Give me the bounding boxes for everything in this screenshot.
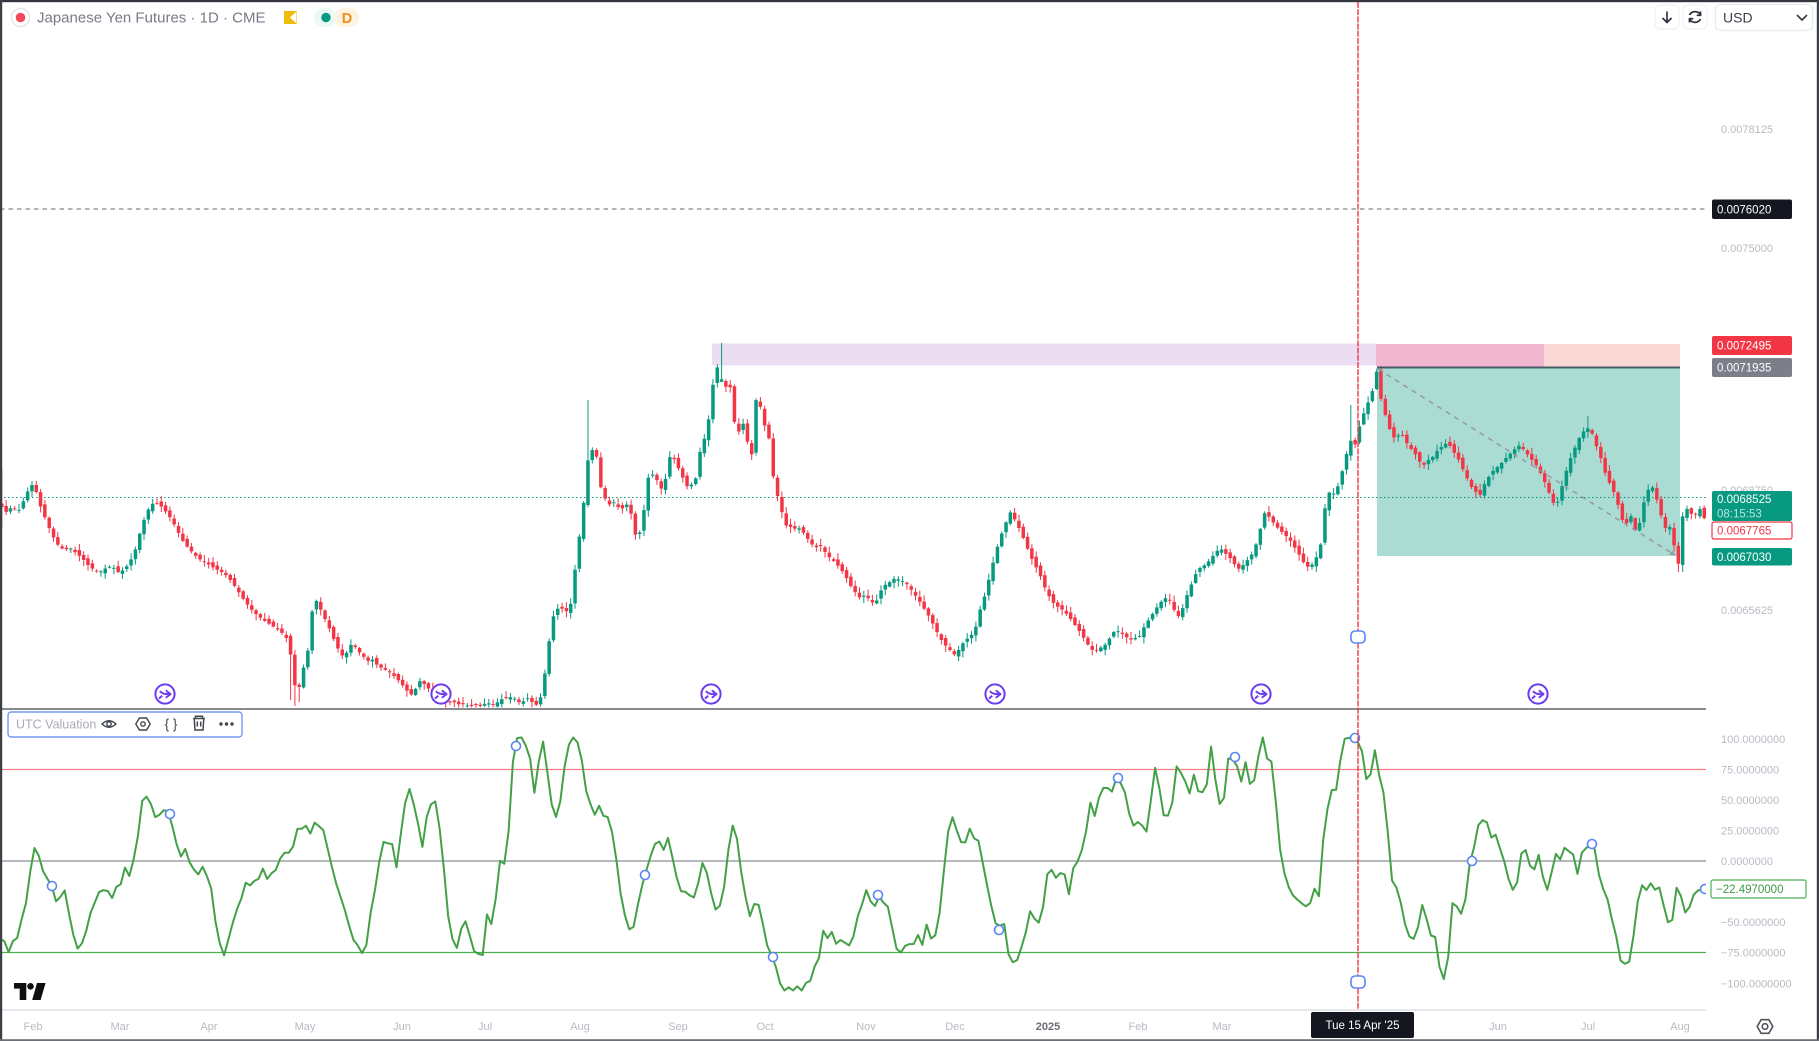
svg-text:Jun: Jun xyxy=(393,1021,411,1033)
svg-text:0.0071935: 0.0071935 xyxy=(1717,363,1771,375)
svg-text:Mar: Mar xyxy=(111,1021,130,1033)
svg-text:Jul: Jul xyxy=(1581,1021,1595,1033)
svg-text:2025: 2025 xyxy=(1036,1021,1060,1033)
svg-text:Jun: Jun xyxy=(1489,1021,1507,1033)
svg-text:25.0000000: 25.0000000 xyxy=(1721,826,1779,838)
svg-text:75.0000000: 75.0000000 xyxy=(1721,765,1779,777)
svg-text:100.0000000: 100.0000000 xyxy=(1721,734,1785,746)
svg-text:0.0068525: 0.0068525 xyxy=(1717,494,1771,506)
svg-text:Jul: Jul xyxy=(478,1021,492,1033)
svg-text:−75.0000000: −75.0000000 xyxy=(1721,948,1786,960)
svg-text:Feb: Feb xyxy=(24,1021,43,1033)
svg-text:Apr: Apr xyxy=(200,1021,217,1033)
svg-text:0.0076020: 0.0076020 xyxy=(1717,204,1771,216)
svg-text:Aug: Aug xyxy=(1670,1021,1690,1033)
svg-text:−22.4970000: −22.4970000 xyxy=(1716,884,1783,896)
svg-text:0.0067765: 0.0067765 xyxy=(1717,526,1771,538)
svg-text:Tue 15 Apr '25: Tue 15 Apr '25 xyxy=(1325,1020,1399,1032)
svg-text:Aug: Aug xyxy=(570,1021,590,1033)
svg-text:D: D xyxy=(342,11,352,27)
svg-text:50.0000000: 50.0000000 xyxy=(1721,795,1779,807)
svg-text:0.0065625: 0.0065625 xyxy=(1721,605,1773,617)
svg-text:Japanese Yen Futures · 1D · CM: Japanese Yen Futures · 1D · CME xyxy=(37,10,265,27)
svg-text:0.0067030: 0.0067030 xyxy=(1717,552,1771,564)
svg-text:Mar: Mar xyxy=(1213,1021,1232,1033)
svg-text:Dec: Dec xyxy=(945,1021,965,1033)
svg-text:Feb: Feb xyxy=(1129,1021,1148,1033)
svg-text:0.0000000: 0.0000000 xyxy=(1721,856,1773,868)
svg-text:Oct: Oct xyxy=(756,1021,773,1033)
svg-text:{ }: { } xyxy=(165,717,178,732)
svg-text:Sep: Sep xyxy=(668,1021,688,1033)
svg-text:0.0072495: 0.0072495 xyxy=(1717,341,1771,353)
svg-text:0.0075000: 0.0075000 xyxy=(1721,243,1773,255)
svg-text:0.0078125: 0.0078125 xyxy=(1721,124,1773,136)
svg-text:−50.0000000: −50.0000000 xyxy=(1721,917,1786,929)
svg-text:UTC Valuation: UTC Valuation xyxy=(16,718,96,732)
svg-text:−100.0000000: −100.0000000 xyxy=(1721,979,1792,991)
svg-text:May: May xyxy=(295,1021,316,1033)
svg-text:USD: USD xyxy=(1723,10,1753,26)
svg-text:Nov: Nov xyxy=(856,1021,876,1033)
svg-text:08:15:53: 08:15:53 xyxy=(1717,509,1762,521)
